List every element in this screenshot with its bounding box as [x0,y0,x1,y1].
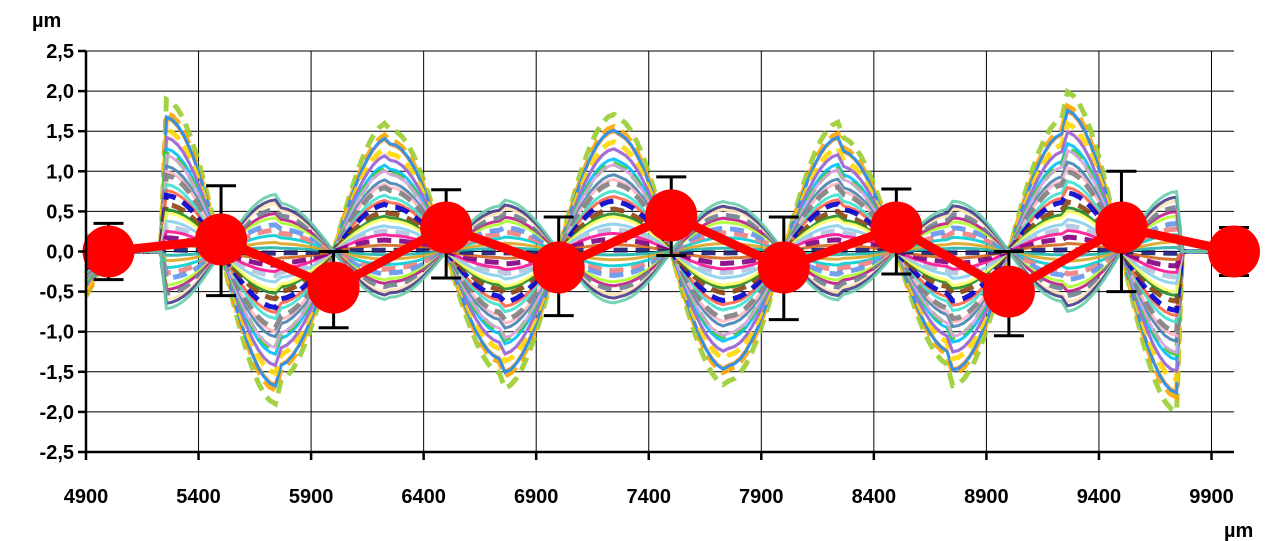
mean-point [645,189,698,242]
x-tick-label: 5400 [176,486,221,508]
y-tick-label: -1,5 [40,362,74,384]
mean-point [82,225,135,278]
y-tick-label: -2,5 [40,442,74,464]
mean-point [1208,225,1260,278]
x-tick-label: 9400 [1077,486,1122,508]
x-tick-label: 8400 [852,486,897,508]
mean-point [982,265,1035,318]
x-axis-unit: µm [1224,520,1253,541]
tick-labels: 2,5 2,0 1,5 1,0 0,5 0,0 -0,5 -1,0 -1,5 -2,0 -2,5 49… [40,41,1234,508]
mean-point [307,261,360,314]
trace-line [85,209,1234,294]
trace-line [85,240,1234,263]
x-tick-label: 8900 [964,486,1009,508]
mean-point [757,241,810,294]
mean-point [870,201,923,254]
y-tick-label: 0,0 [46,242,74,264]
y-tick-label: 2,5 [46,41,74,63]
x-tick-label: 6400 [401,486,446,508]
x-tick-label: 4900 [64,486,109,508]
x-tick-label: 7400 [626,486,671,508]
trace-line [85,223,1234,280]
trace-line [84,199,1234,304]
trace-line [85,189,1234,314]
y-tick-label: -0,5 [40,282,74,304]
mean-point [532,241,585,294]
mean-point [195,213,248,266]
trace-line [85,218,1234,286]
x-tick-label: 9900 [1189,486,1234,508]
axes [78,49,1234,460]
y-tick-label: 1,5 [46,121,74,143]
trace-line [83,120,1234,383]
trace-line [84,168,1234,335]
mean-point [420,201,473,254]
x-tick-label: 6900 [514,486,559,508]
y-tick-label: -2,0 [40,402,74,424]
y-tick-label: 0,5 [46,201,74,223]
x-tick-label: 7900 [739,486,784,508]
y-tick-label: -1,0 [40,322,74,344]
mean-series [82,169,1260,338]
y-axis-unit: µm [32,10,61,32]
mean-point [1095,201,1148,254]
y-tick-label: 1,0 [46,161,74,183]
x-tick-label: 5900 [289,486,334,508]
y-tick-label: 2,0 [46,81,74,103]
